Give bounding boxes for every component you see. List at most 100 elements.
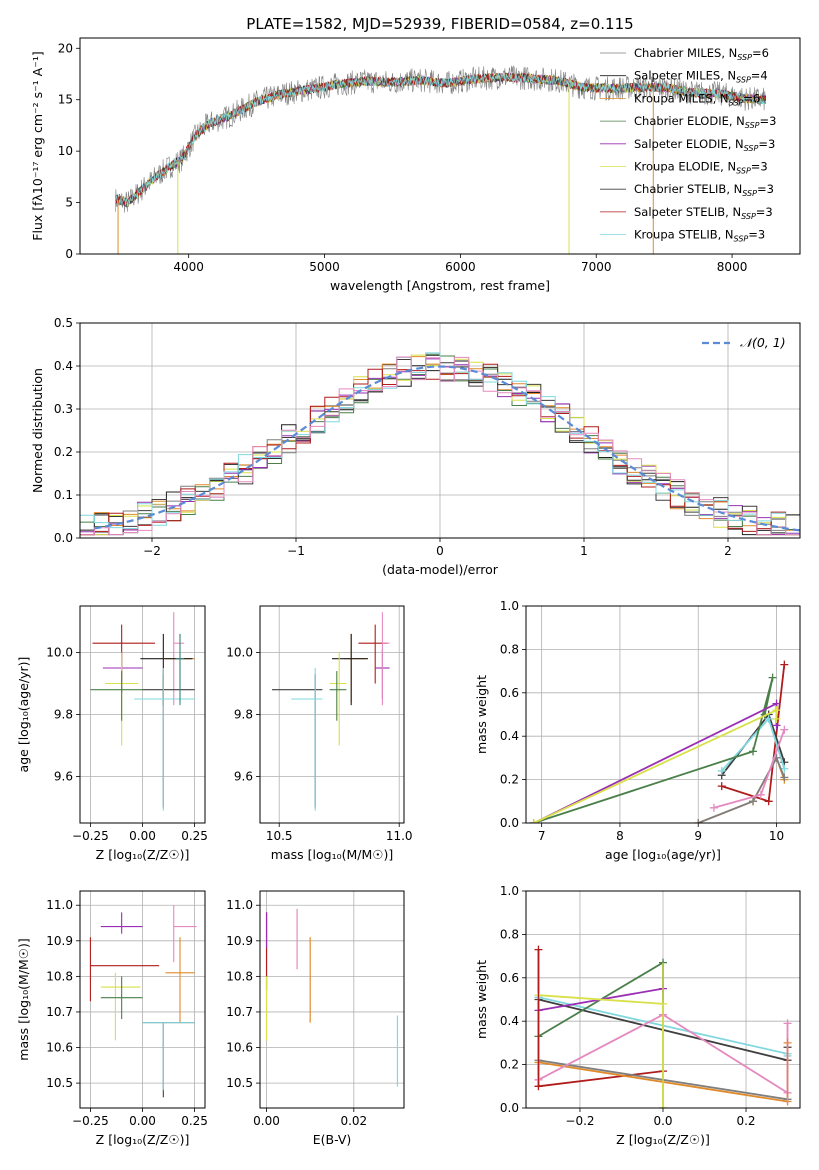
weight-marker (529, 819, 538, 823)
y-tick-label: 0.2 (500, 773, 519, 787)
y-tick-label: 0.4 (54, 359, 73, 373)
x-tick-label: 0.00 (129, 1114, 156, 1128)
plot-area (89, 905, 197, 1098)
plot-area (529, 660, 789, 823)
plot-area (265, 908, 399, 1087)
y-tick-label: 10.6 (226, 1041, 253, 1055)
y-tick-label: 10.8 (46, 969, 73, 983)
y-tick-label: 10.9 (46, 934, 73, 948)
x-tick-label: 0.0 (653, 1114, 672, 1128)
y-axis-label: Normed distribution (30, 368, 45, 493)
weight-marker (780, 660, 789, 669)
y-axis-label: mass weight (474, 675, 489, 754)
x-tick-label: −1 (287, 544, 305, 558)
legend-entry: Chabrier ELODIE, NSSP=3 (634, 114, 776, 130)
axes-frame (259, 890, 405, 1109)
weight-marker (749, 797, 758, 806)
legend-entry: Salpeter STELIB, NSSP=3 (634, 205, 773, 221)
x-axis-label: mass [log₁₀(M/M☉)] (271, 847, 393, 862)
y-axis-label: age [log₁₀(age/yr)] (16, 657, 31, 773)
weight-line-3 (538, 961, 664, 1108)
legend-entry: Salpeter MILES, NSSP=4 (634, 69, 768, 85)
y-tick-label: 0.8 (500, 642, 519, 656)
legend-entry: 𝒩(0, 1) (740, 335, 786, 350)
x-tick-label: 0.25 (181, 1114, 208, 1128)
y-tick-label: 0.2 (54, 445, 73, 459)
x-tick-label: −0.2 (565, 1114, 594, 1128)
axes-frame (79, 890, 206, 1109)
legend-entry: Chabrier STELIB, NSSP=3 (634, 182, 774, 198)
x-tick-label: 8 (616, 829, 624, 843)
y-tick-label: 10.9 (226, 934, 253, 948)
y-tick-label: 5 (65, 196, 73, 210)
x-axis-label: Z [log₁₀(Z/Z☉)] (96, 847, 190, 862)
y-tick-label: 10.5 (46, 1076, 73, 1090)
legend-entry: Kroupa MILES, NSSP=6 (634, 91, 760, 107)
y-tick-label: 0.2 (500, 1058, 519, 1072)
y-tick-label: 10.0 (46, 646, 73, 660)
axes-frame (525, 605, 801, 824)
panel-residuals: −2 −1 0 1 2 0.0 0.1 0.2 0.3 0.4 0.5 (data-model)/er… (30, 316, 801, 577)
x-tick-label: 0 (436, 544, 444, 558)
plot-area (272, 612, 390, 811)
weight-marker (772, 714, 781, 723)
panel-spectrum: 4000 5000 6000 7000 8000 0 5 10 15 20 wavelength [… (30, 37, 801, 293)
y-axis-label: Flux [fλ10⁻¹⁷ erg cm⁻² s⁻¹ A⁻¹] (30, 51, 45, 240)
y-tick-label: 10.0 (226, 646, 253, 660)
y-tick-label: 9.8 (234, 708, 253, 722)
x-axis-label: wavelength [Angstrom, rest frame] (330, 278, 550, 293)
x-tick-label: 4000 (173, 260, 204, 274)
legend-entry: Kroupa STELIB, NSSP=3 (634, 228, 765, 244)
y-tick-label: 9.6 (234, 770, 253, 784)
y-tick-label: 0 (65, 247, 73, 261)
weight-marker (717, 782, 726, 791)
axes-frame (259, 605, 405, 824)
y-tick-label: 0.3 (54, 402, 73, 416)
y-tick-label: 0.0 (500, 1101, 519, 1115)
y-tick-label: 0.1 (54, 488, 73, 502)
x-tick-label: 2 (724, 544, 732, 558)
x-tick-label: 1 (580, 544, 588, 558)
x-tick-label: 9 (694, 829, 702, 843)
x-tick-label: 7000 (581, 260, 612, 274)
y-tick-label: 0.8 (500, 927, 519, 941)
plot-area (90, 612, 195, 811)
y-tick-label: 0.5 (54, 316, 73, 330)
y-tick-label: 20 (58, 41, 73, 55)
y-tick-label: 0.0 (54, 531, 73, 545)
y-tick-label: 11.0 (46, 898, 73, 912)
x-tick-label: 5000 (309, 260, 340, 274)
legend: Chabrier MILES, NSSP=6 Salpeter MILES, NS… (600, 46, 776, 244)
x-axis-label: (data-model)/error (382, 562, 499, 577)
panel-age-mass: 10.5 11.0 9.6 9.8 10.0 mass [log₁₀(M/M☉)] (226, 605, 413, 862)
weight-marker (764, 797, 773, 806)
weight-line-7 (697, 755, 786, 823)
y-tick-label: 0.4 (500, 1014, 519, 1028)
x-tick-label: 0.25 (181, 829, 208, 843)
x-tick-label: 8000 (717, 260, 748, 274)
weight-marker (709, 803, 718, 812)
y-axis-label: mass weight (474, 960, 489, 1039)
x-tick-label: 10 (769, 829, 784, 843)
y-tick-label: 11.0 (226, 898, 253, 912)
y-tick-label: 1.0 (500, 599, 519, 613)
y-tick-label: 10.8 (226, 969, 253, 983)
x-tick-label: 7 (538, 829, 546, 843)
x-tick-label: −0.25 (72, 829, 109, 843)
weight-marker (694, 819, 703, 823)
y-tick-label: 0.6 (500, 686, 519, 700)
y-tick-label: 0.6 (500, 971, 519, 985)
legend-entry: Chabrier MILES, NSSP=6 (634, 46, 769, 62)
x-tick-label: −0.25 (72, 1114, 109, 1128)
x-axis-label: Z [log₁₀(Z/Z☉)] (616, 1132, 710, 1147)
weight-marker (749, 747, 758, 756)
weight-marker (717, 766, 726, 775)
y-tick-label: 0.0 (500, 816, 519, 830)
panel-mass-EBV: 0.00 0.02 10.5 10.6 10.7 10.8 10.9 11.0 E(B-V) (226, 890, 405, 1147)
x-axis-label: E(B-V) (313, 1132, 352, 1147)
plot-area (534, 945, 792, 1108)
x-tick-label: 11.0 (386, 829, 413, 843)
weight-marker (764, 714, 773, 723)
x-tick-label: 0.02 (340, 1114, 367, 1128)
